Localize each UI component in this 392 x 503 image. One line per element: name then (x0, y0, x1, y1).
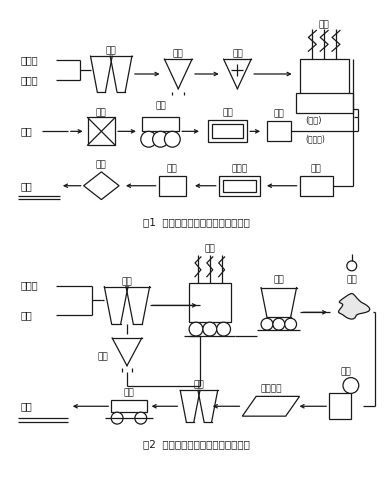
Bar (299, 59, 349, 109)
Circle shape (203, 322, 217, 336)
Text: 检查: 检查 (96, 160, 107, 170)
Circle shape (285, 318, 297, 330)
Text: 硅砂: 硅砂 (20, 126, 32, 136)
Bar (223, 180, 256, 192)
Bar (219, 176, 260, 196)
Text: 筛分整粒: 筛分整粒 (260, 384, 282, 393)
Bar (329, 393, 351, 419)
Bar (111, 400, 147, 412)
Bar (87, 118, 115, 145)
Text: 电熔: 电熔 (204, 244, 215, 254)
Polygon shape (338, 294, 370, 319)
Circle shape (141, 131, 156, 147)
Text: (砂模): (砂模) (305, 115, 322, 124)
Bar (158, 176, 186, 196)
Bar (296, 93, 353, 113)
Circle shape (343, 378, 359, 393)
Text: 贮存: 贮存 (194, 380, 204, 389)
Circle shape (347, 261, 357, 271)
Text: 成品: 成品 (20, 401, 32, 411)
Text: 配料: 配料 (173, 50, 183, 59)
Text: 贮存: 贮存 (122, 277, 132, 286)
Text: 组装: 组装 (274, 109, 284, 118)
Text: 电熔: 电熔 (319, 20, 330, 29)
Circle shape (217, 322, 230, 336)
Text: 破碎: 破碎 (341, 367, 351, 376)
Circle shape (189, 322, 203, 336)
Circle shape (165, 131, 180, 147)
Text: 冷却: 冷却 (311, 164, 322, 174)
Bar (208, 120, 247, 142)
Circle shape (273, 318, 285, 330)
Text: 图1  电熔镁铬熔铸砖工艺流程示意图: 图1 电熔镁铬熔铸砖工艺流程示意图 (143, 217, 249, 227)
Text: 贮存: 贮存 (106, 47, 116, 56)
Bar (212, 124, 243, 138)
Text: 混合: 混合 (232, 50, 243, 59)
Text: 包装: 包装 (123, 388, 134, 397)
Text: 成品: 成品 (20, 181, 32, 191)
Text: 成型: 成型 (155, 101, 166, 110)
Text: 铬精矿: 铬精矿 (20, 75, 38, 85)
Polygon shape (83, 172, 119, 200)
Circle shape (111, 412, 123, 424)
Text: 热处理: 热处理 (231, 164, 247, 174)
Circle shape (135, 412, 147, 424)
Text: 图2  电熔锆刚玉熔块工艺流程示意图: 图2 电熔锆刚玉熔块工艺流程示意图 (143, 439, 249, 449)
Text: (铸钢模): (铸钢模) (305, 135, 325, 144)
Circle shape (152, 131, 169, 147)
Text: 氧化铝: 氧化铝 (20, 281, 38, 291)
Text: 冷却: 冷却 (274, 275, 284, 284)
Text: 锆砂: 锆砂 (20, 310, 32, 320)
Polygon shape (242, 396, 299, 416)
Bar (299, 176, 333, 196)
Circle shape (261, 318, 273, 330)
Text: 砸碎: 砸碎 (347, 275, 357, 284)
Text: 焙烧: 焙烧 (222, 108, 233, 117)
Bar (189, 283, 230, 322)
Text: 混合: 混合 (96, 108, 107, 117)
Bar (267, 121, 290, 141)
Text: 氧化镁: 氧化镁 (20, 55, 38, 65)
Text: 加工: 加工 (167, 164, 178, 174)
Bar (142, 118, 179, 131)
Text: 配料: 配料 (98, 352, 108, 361)
